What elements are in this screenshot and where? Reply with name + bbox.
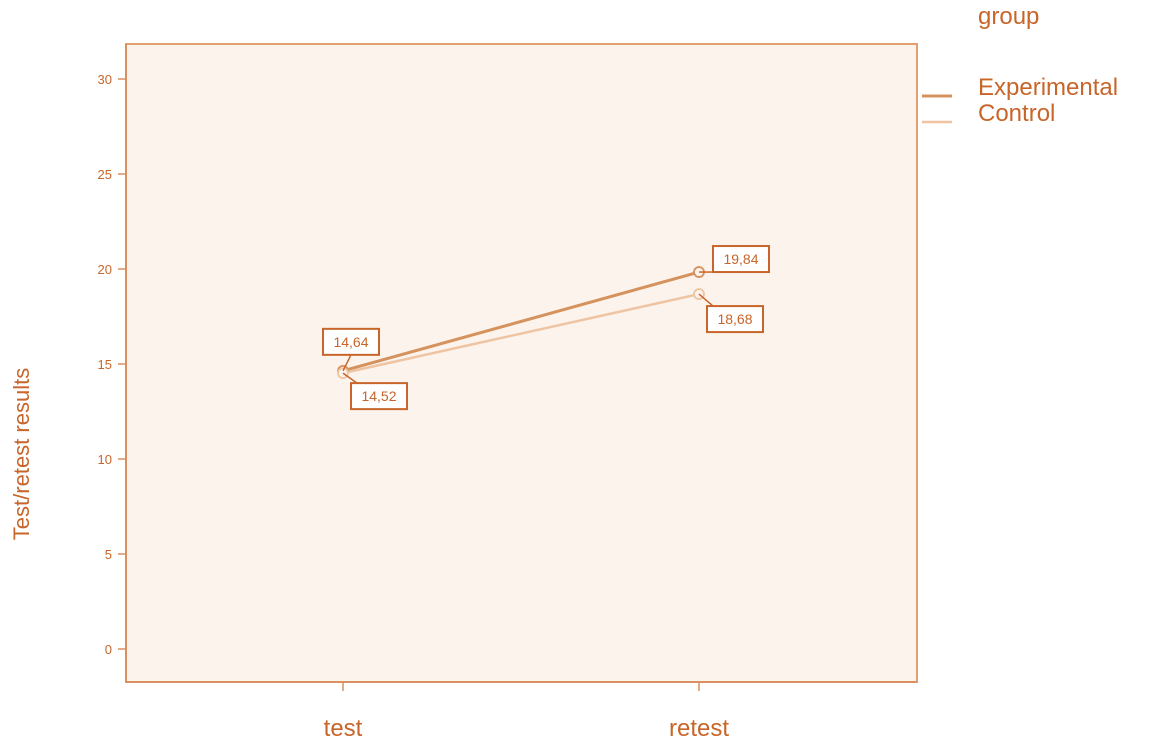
data-label-box: [706, 305, 764, 334]
series-line-control: [342, 292, 700, 375]
legend-label-experimental: Experimental: [978, 74, 1118, 101]
data-label-leader: [342, 372, 358, 384]
legend-label-control: Control: [978, 100, 1055, 127]
y-tick-label: 30: [98, 72, 112, 87]
data-label-text: 14,52: [361, 388, 396, 404]
data-label-experimental-retest: 19,84: [699, 245, 770, 274]
data-label-text: 18,68: [717, 311, 752, 327]
y-tick-label: 25: [98, 167, 112, 182]
series-line-experimental: [342, 270, 700, 373]
data-label-box: [712, 245, 770, 274]
y-tick-label: 5: [105, 547, 112, 562]
y-tick-label: 10: [98, 452, 112, 467]
legend-title: group: [978, 3, 1039, 30]
data-label-control-test: 14,52: [342, 372, 408, 411]
data-label-control-retest: 18,68: [698, 293, 764, 334]
x-axis-ticks: test retest: [324, 682, 729, 742]
data-label-text: 19,84: [723, 251, 758, 267]
data-labels-layer: 14,64 19,84 14,52 18,68: [322, 245, 770, 411]
y-axis-title: Test/retest results: [9, 368, 34, 540]
data-label-leader: [698, 293, 714, 307]
data-label-leader: [342, 354, 352, 372]
series-layer: [337, 266, 705, 380]
x-tick-label-test: test: [324, 715, 363, 742]
data-label-box: [350, 382, 408, 411]
y-tick-label: 20: [98, 262, 112, 277]
y-tick-label: 15: [98, 357, 112, 372]
data-label-box: [322, 327, 380, 356]
plot-area: [125, 43, 918, 683]
y-axis-ticks: 0 5 10 15 20 25 30: [98, 72, 126, 657]
x-tick-label-retest: retest: [669, 715, 729, 742]
y-tick-label: 0: [105, 642, 112, 657]
data-label-text: 14,64: [333, 334, 368, 350]
data-label-experimental-test: 14,64: [322, 327, 380, 372]
